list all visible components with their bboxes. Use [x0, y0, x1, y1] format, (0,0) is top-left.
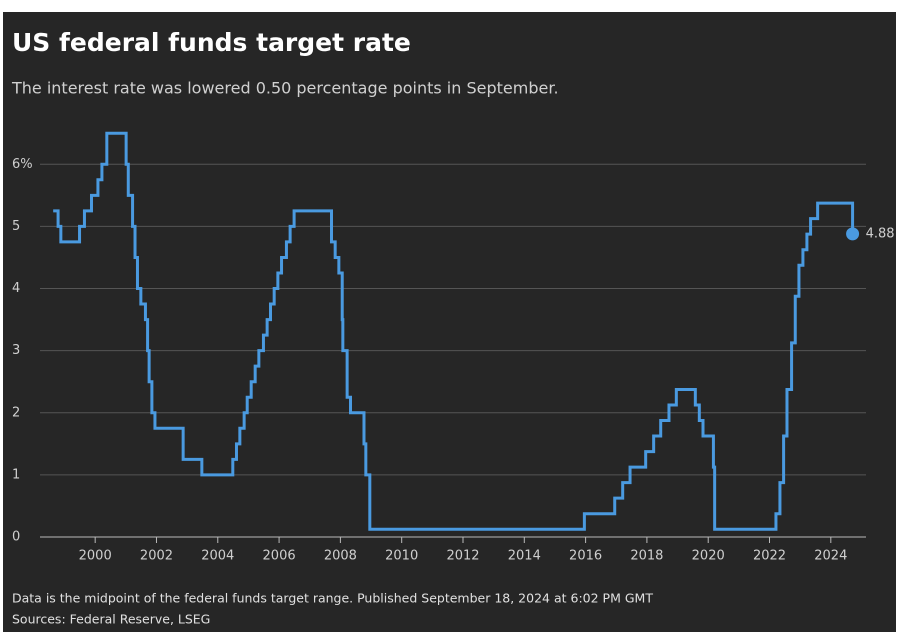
y-tick-label: 4: [12, 281, 20, 296]
x-tick-label: 2014: [508, 549, 541, 564]
y-tick-label: 1: [12, 467, 20, 482]
y-tick-label: 6%: [12, 157, 33, 172]
x-tick-label: 2010: [385, 549, 418, 564]
background: [3, 12, 896, 632]
note: Data is the midpoint of the federal fund…: [12, 591, 653, 606]
subtitle: The interest rate was lowered 0.50 perce…: [11, 79, 559, 98]
source: Sources: Federal Reserve, LSEG: [12, 612, 210, 627]
x-tick-label: 2006: [263, 549, 296, 564]
y-tick-label: 2: [12, 405, 20, 420]
x-tick-label: 2024: [814, 549, 847, 564]
x-tick-label: 2008: [324, 549, 357, 564]
y-tick-label: 0: [12, 530, 20, 545]
x-tick-label: 2016: [569, 549, 602, 564]
x-tick-label: 2018: [630, 549, 663, 564]
line: [53, 131, 855, 531]
x-tick-label: 2012: [446, 549, 479, 564]
chart-title: US federal funds target rate: [12, 28, 411, 57]
x-tick-label: 2000: [79, 549, 112, 564]
y-tick-label: 3: [12, 343, 20, 358]
x-tick-label: 2022: [753, 549, 786, 564]
x-tick-label: 2002: [140, 549, 173, 564]
x-tick-label: 2004: [201, 549, 234, 564]
y-tick-label: 5: [12, 219, 20, 234]
value-label: 4.88: [866, 226, 895, 241]
end-dot: [846, 227, 860, 241]
x-tick-label: 2020: [692, 549, 725, 564]
